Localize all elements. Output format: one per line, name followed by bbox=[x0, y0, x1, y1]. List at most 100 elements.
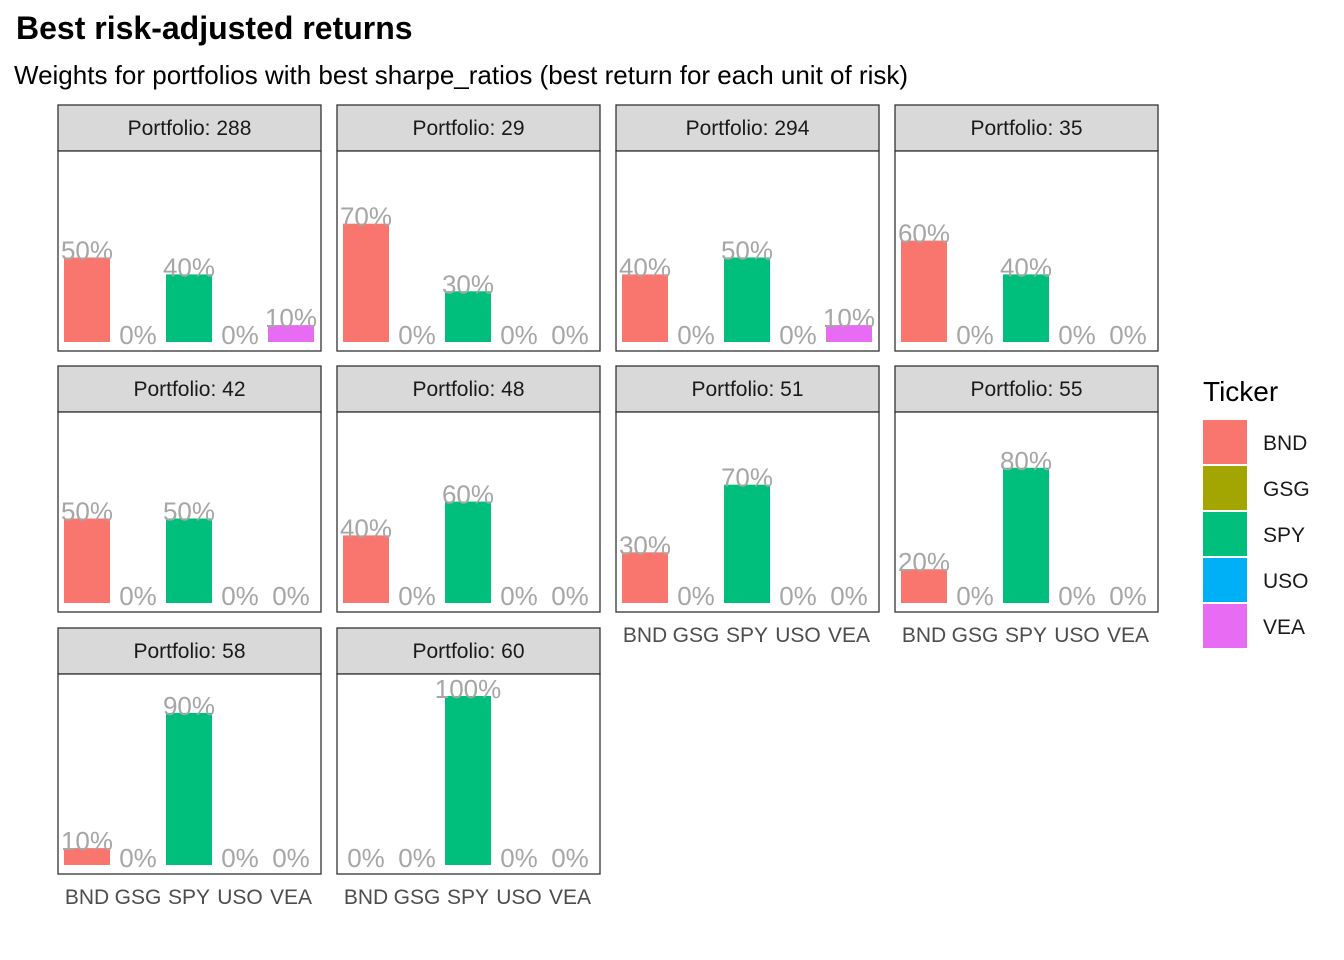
bar-value-label: 0% bbox=[1109, 320, 1147, 350]
x-tick-label: SPY bbox=[168, 886, 210, 909]
x-tick-label: SPY bbox=[447, 886, 489, 909]
bar-value-label: 0% bbox=[779, 320, 817, 350]
bar-value-label: 40% bbox=[1000, 252, 1052, 282]
bar-value-label: 0% bbox=[398, 581, 436, 611]
bar-value-label: 50% bbox=[61, 497, 113, 527]
facet-strip bbox=[57, 365, 322, 413]
x-tick-label: USO bbox=[217, 886, 263, 909]
bar-value-label: 50% bbox=[721, 236, 773, 266]
bar-bnd bbox=[622, 274, 668, 342]
legend-key-vea bbox=[1203, 604, 1247, 648]
x-tick-label: USO bbox=[496, 886, 542, 909]
bar-value-label: 0% bbox=[272, 581, 310, 611]
x-tick-label: SPY bbox=[726, 624, 768, 647]
facet-strip-label: Portfolio: 294 bbox=[686, 117, 810, 140]
bar-value-label: 0% bbox=[500, 843, 538, 873]
bar-value-label: 0% bbox=[500, 320, 538, 350]
chart-subtitle: Weights for portfolios with best sharpe_… bbox=[14, 60, 909, 90]
bar-bnd bbox=[622, 552, 668, 603]
bar-value-label: 30% bbox=[442, 269, 494, 299]
bar-value-label: 0% bbox=[956, 581, 994, 611]
bar-value-label: 0% bbox=[551, 843, 589, 873]
facet-strip bbox=[894, 365, 1159, 413]
bar-bnd bbox=[343, 535, 389, 603]
legend-label: BND bbox=[1263, 432, 1307, 455]
x-tick-label: USO bbox=[775, 624, 821, 647]
facet-strip-label: Portfolio: 51 bbox=[691, 378, 803, 401]
bar-value-label: 40% bbox=[340, 513, 392, 543]
facet-strip-label: Portfolio: 29 bbox=[412, 117, 524, 140]
bar-spy bbox=[445, 696, 491, 865]
facet-strip-label: Portfolio: 60 bbox=[412, 640, 524, 663]
bar-value-label: 30% bbox=[619, 530, 671, 560]
bar-value-label: 40% bbox=[619, 252, 671, 282]
bar-value-label: 0% bbox=[779, 581, 817, 611]
bar-value-label: 0% bbox=[677, 320, 715, 350]
bar-bnd bbox=[901, 240, 947, 342]
bar-value-label: 0% bbox=[956, 320, 994, 350]
legend-key-bnd bbox=[1203, 420, 1247, 464]
bar-value-label: 0% bbox=[677, 581, 715, 611]
x-tick-label: USO bbox=[1054, 624, 1100, 647]
bar-value-label: 70% bbox=[340, 202, 392, 232]
x-tick-label: BND bbox=[65, 886, 109, 909]
bar-bnd bbox=[64, 848, 110, 865]
x-tick-label: VEA bbox=[1107, 624, 1149, 647]
bar-spy bbox=[445, 291, 491, 342]
bar-value-label: 40% bbox=[163, 252, 215, 282]
facet-strip-label: Portfolio: 55 bbox=[970, 378, 1082, 401]
bar-value-label: 50% bbox=[163, 497, 215, 527]
x-tick-label: GSG bbox=[115, 886, 162, 909]
bar-value-label: 0% bbox=[221, 581, 259, 611]
bar-value-label: 10% bbox=[61, 826, 113, 856]
facet-strip-label: Portfolio: 48 bbox=[412, 378, 524, 401]
bar-bnd bbox=[901, 569, 947, 603]
x-tick-label: BND bbox=[902, 624, 946, 647]
facet-strip bbox=[336, 365, 601, 413]
bar-value-label: 0% bbox=[347, 843, 385, 873]
bar-bnd bbox=[64, 518, 110, 603]
bar-bnd bbox=[343, 223, 389, 342]
legend-title: Ticker bbox=[1203, 376, 1278, 407]
bar-value-label: 0% bbox=[119, 843, 157, 873]
chart-title: Best risk-adjusted returns bbox=[16, 10, 413, 46]
bar-value-label: 0% bbox=[830, 581, 868, 611]
x-tick-label: GSG bbox=[952, 624, 999, 647]
bar-spy bbox=[1003, 467, 1049, 603]
facet-strip-label: Portfolio: 58 bbox=[133, 640, 245, 663]
legend-key-spy bbox=[1203, 512, 1247, 556]
bar-value-label: 0% bbox=[221, 320, 259, 350]
bar-spy bbox=[166, 712, 212, 865]
bar-value-label: 0% bbox=[119, 581, 157, 611]
bar-value-label: 60% bbox=[442, 480, 494, 510]
bar-value-label: 80% bbox=[1000, 446, 1052, 476]
facet-strip-label: Portfolio: 42 bbox=[133, 378, 245, 401]
bar-value-label: 0% bbox=[1058, 320, 1096, 350]
x-tick-label: GSG bbox=[673, 624, 720, 647]
bar-spy bbox=[724, 484, 770, 603]
bar-value-label: 0% bbox=[1058, 581, 1096, 611]
bar-spy bbox=[1003, 274, 1049, 342]
x-tick-label: GSG bbox=[394, 886, 441, 909]
legend-label: USO bbox=[1263, 570, 1309, 593]
bar-value-label: 70% bbox=[721, 463, 773, 493]
bar-value-label: 100% bbox=[435, 674, 502, 704]
facet-strip bbox=[336, 104, 601, 152]
bar-spy bbox=[166, 518, 212, 603]
bar-value-label: 90% bbox=[163, 691, 215, 721]
legend-key-uso bbox=[1203, 558, 1247, 602]
bar-spy bbox=[445, 501, 491, 603]
bar-vea bbox=[826, 325, 872, 342]
legend-label: GSG bbox=[1263, 478, 1310, 501]
bar-value-label: 0% bbox=[500, 581, 538, 611]
bar-value-label: 0% bbox=[119, 320, 157, 350]
bar-value-label: 10% bbox=[265, 303, 317, 333]
facet-strip bbox=[615, 104, 880, 152]
bar-value-label: 0% bbox=[272, 843, 310, 873]
bar-value-label: 0% bbox=[1109, 581, 1147, 611]
x-tick-label: SPY bbox=[1005, 624, 1047, 647]
legend-label: SPY bbox=[1263, 524, 1305, 547]
bar-value-label: 20% bbox=[898, 547, 950, 577]
bar-value-label: 60% bbox=[898, 219, 950, 249]
x-tick-label: VEA bbox=[549, 886, 591, 909]
